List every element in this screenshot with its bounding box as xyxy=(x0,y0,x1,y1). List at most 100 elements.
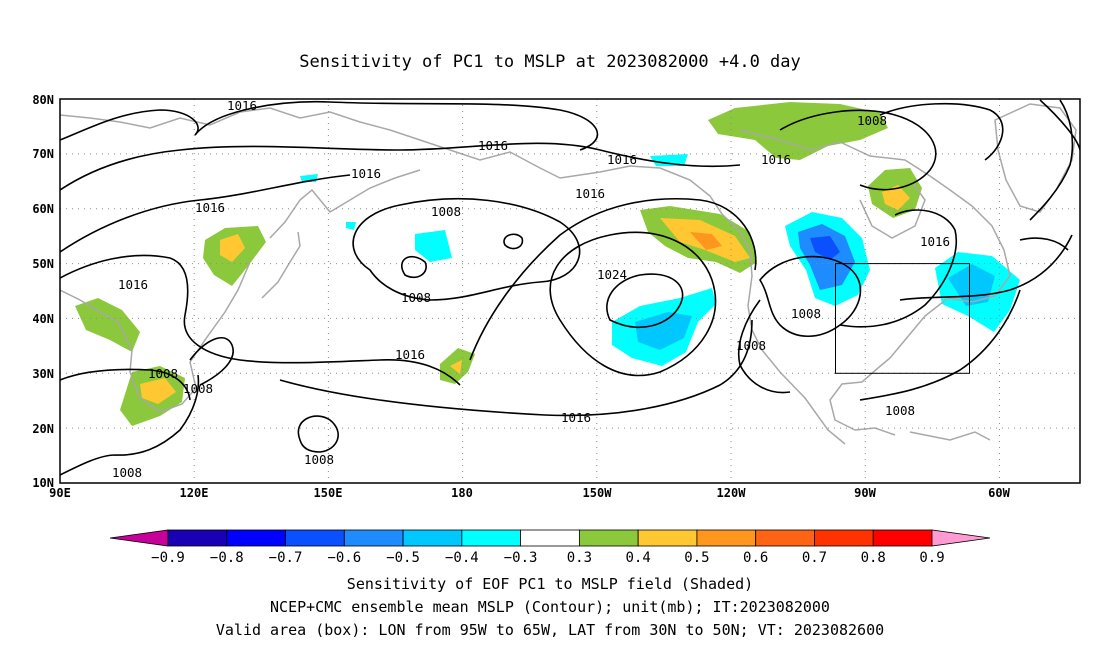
coastline-layer xyxy=(60,103,1077,445)
contour-label: 1016 xyxy=(920,234,950,249)
map-panel: 1016 1016 1016 1016 1016 1016 1016 1016 … xyxy=(32,93,1081,500)
colorbar-cell xyxy=(578,529,639,547)
shade-pos-japan-core xyxy=(220,234,245,262)
contour-label: 1016 xyxy=(607,152,637,167)
lat-tick-label: 20N xyxy=(32,422,54,436)
isobar xyxy=(859,289,1021,401)
latitude-axis: 80N 70N 60N 50N 40N 30N 20N 10N xyxy=(32,93,54,490)
contour-label: 1008 xyxy=(304,452,334,467)
lat-tick-label: 60N xyxy=(32,202,54,216)
shade-pos-pnw-max xyxy=(690,232,722,250)
isobar xyxy=(1039,99,1080,151)
colorbar-tick-label: 0.3 xyxy=(567,550,592,566)
contour-label: 1024 xyxy=(597,267,627,282)
graticule xyxy=(60,99,1080,483)
contour-label-layer: 1016 1016 1016 1016 1016 1016 1016 1016 … xyxy=(112,99,950,480)
shade-pos-china xyxy=(75,298,140,352)
coast-gulf xyxy=(829,367,896,436)
contour-label: 1008 xyxy=(736,338,766,353)
shade-pos-hudson-core xyxy=(882,185,910,210)
coast-japan xyxy=(261,231,301,299)
coast-greenland xyxy=(994,103,1077,213)
colorbar-tick-label: −0.5 xyxy=(386,550,420,566)
colorbar-cell xyxy=(226,529,286,547)
colorbar-cell xyxy=(755,529,815,547)
shading-layer xyxy=(75,102,1020,426)
isobar xyxy=(194,100,599,151)
contour-label: 1016 xyxy=(575,186,605,201)
colorbar-tick-label: 0.6 xyxy=(743,550,768,566)
lat-tick-label: 40N xyxy=(32,312,54,326)
lon-tick-label: 120E xyxy=(180,486,209,500)
isobar xyxy=(469,197,757,361)
colorbar-cell xyxy=(167,529,228,547)
contour-label: 1008 xyxy=(401,290,431,305)
isobar xyxy=(60,374,200,476)
contour-label: 1016 xyxy=(561,410,591,425)
contour-label: 1016 xyxy=(118,277,148,292)
lat-tick-label: 80N xyxy=(32,93,54,107)
coast-east-asia xyxy=(60,261,251,413)
contour-label: 1008 xyxy=(183,381,213,396)
isobar xyxy=(737,299,791,394)
isobar xyxy=(279,319,753,417)
isobar xyxy=(606,273,684,328)
contour-label: 1008 xyxy=(857,113,887,128)
shade-neg-canada-core xyxy=(810,236,840,260)
contour-label: 1008 xyxy=(148,366,178,381)
map-frame xyxy=(59,98,1081,484)
colorbar-tick-label: 0.9 xyxy=(919,550,944,566)
isobar xyxy=(60,142,741,191)
lon-tick-label: 150W xyxy=(583,486,613,500)
isobar xyxy=(189,337,234,386)
shade-pos-south-china-core xyxy=(140,378,176,404)
lat-tick-label: 30N xyxy=(32,367,54,381)
colorbar-cell xyxy=(343,529,404,547)
contour-label: 1008 xyxy=(112,465,142,480)
colorbar-tick-label: 0.8 xyxy=(861,550,886,566)
shade-neg-westpac xyxy=(415,230,452,262)
contour-label: 1016 xyxy=(351,166,381,181)
lat-tick-label: 70N xyxy=(32,147,54,161)
colorbar-cell xyxy=(520,529,580,547)
isobar xyxy=(779,109,937,191)
colorbar-cell xyxy=(637,529,698,547)
lat-tick-label: 10N xyxy=(32,476,54,490)
colorbar: −0.9 −0.8 −0.7 −0.6 −0.5 −0.4 −0.3 0.3 0.4 0.5 0.6… xyxy=(109,529,991,566)
isobar xyxy=(60,368,191,401)
shade-neg-small2 xyxy=(346,222,356,230)
valid-area-box xyxy=(835,263,970,374)
coast-canada-north xyxy=(739,129,1011,369)
isobar xyxy=(503,233,524,250)
contour-label: 1008 xyxy=(431,204,461,219)
contour-label: 1016 xyxy=(195,200,225,215)
lon-tick-label: 120W xyxy=(717,486,747,500)
isobar xyxy=(1029,99,1074,221)
colorbar-tick-label: 0.4 xyxy=(626,550,651,566)
colorbar-tick-label: −0.8 xyxy=(210,550,244,566)
isobar xyxy=(549,231,717,377)
contour-label: 1008 xyxy=(885,403,915,418)
colorbar-extend-low xyxy=(109,529,169,547)
caption-line-3: Valid area (box): LON from 95W to 65W, L… xyxy=(216,621,884,639)
colorbar-tick-label: 0.5 xyxy=(684,550,709,566)
shade-pos-midpac-core xyxy=(450,360,462,374)
lon-tick-label: 90W xyxy=(854,486,876,500)
shade-neg-bering xyxy=(650,154,688,166)
shade-neg-offshore-core xyxy=(635,312,692,350)
colorbar-tick-label: −0.4 xyxy=(445,550,479,566)
lat-tick-label: 50N xyxy=(32,257,54,271)
contour-label: 1008 xyxy=(791,306,821,321)
lon-tick-label: 150E xyxy=(314,486,343,500)
lon-tick-label: 180 xyxy=(451,486,473,500)
colorbar-tick-label: −0.6 xyxy=(327,550,361,566)
isobar xyxy=(352,197,581,301)
isobar xyxy=(401,256,427,279)
contour-label: 1016 xyxy=(478,138,508,153)
coast-caribbean xyxy=(909,431,991,441)
isobar xyxy=(1019,237,1069,251)
isobar xyxy=(879,102,1004,161)
coast-arctic-asia xyxy=(60,107,561,179)
coast-kamchatka xyxy=(269,169,421,239)
